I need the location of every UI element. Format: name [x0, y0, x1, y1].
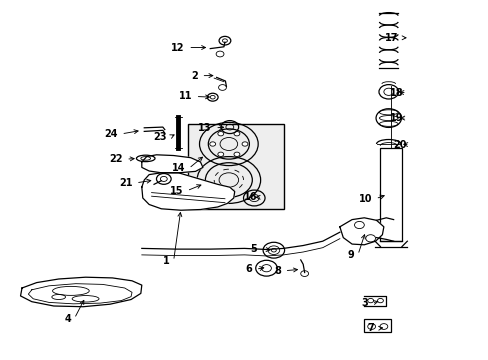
Text: 21: 21: [119, 178, 132, 188]
Bar: [380, 148, 401, 241]
Text: 23: 23: [153, 132, 166, 142]
Text: 8: 8: [274, 266, 281, 276]
Text: 13: 13: [198, 123, 211, 133]
Circle shape: [242, 142, 247, 146]
Text: 11: 11: [178, 91, 192, 102]
Text: 22: 22: [109, 154, 122, 164]
Text: 14: 14: [171, 163, 185, 174]
Circle shape: [209, 142, 215, 146]
Text: 2: 2: [191, 71, 198, 81]
Text: 24: 24: [104, 129, 118, 139]
Circle shape: [218, 131, 223, 136]
Text: 20: 20: [392, 140, 406, 150]
Text: 10: 10: [358, 194, 371, 204]
Text: 17: 17: [384, 33, 398, 43]
Text: 6: 6: [245, 264, 252, 274]
Polygon shape: [142, 173, 234, 210]
Text: 16: 16: [243, 192, 257, 202]
Circle shape: [234, 152, 240, 157]
Text: 4: 4: [64, 314, 71, 324]
Bar: [188, 124, 283, 209]
Text: 18: 18: [389, 88, 403, 98]
Circle shape: [218, 152, 223, 157]
Polygon shape: [20, 277, 142, 307]
Polygon shape: [339, 218, 383, 245]
Polygon shape: [142, 155, 203, 173]
Text: 9: 9: [347, 250, 354, 260]
Text: 3: 3: [361, 298, 367, 308]
Circle shape: [234, 131, 240, 136]
Text: 7: 7: [366, 323, 373, 333]
Text: 19: 19: [389, 113, 403, 123]
Bar: [364, 319, 390, 332]
Text: 5: 5: [250, 244, 257, 254]
Text: 12: 12: [171, 42, 184, 53]
Text: 15: 15: [169, 186, 183, 196]
Text: 1: 1: [163, 256, 170, 266]
